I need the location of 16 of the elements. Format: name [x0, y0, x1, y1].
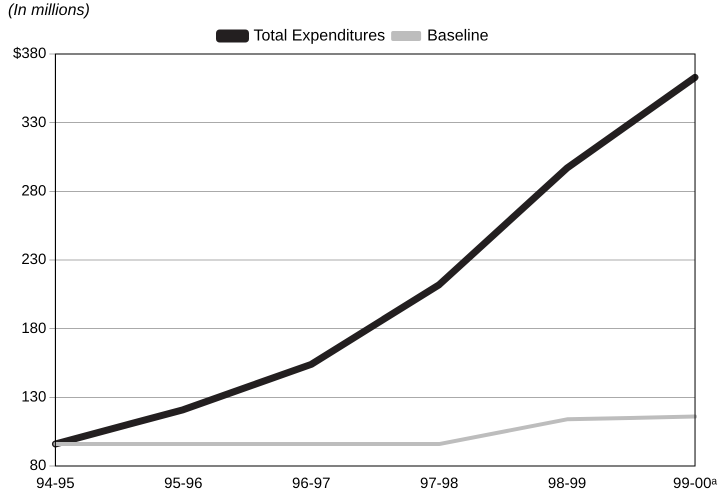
- y-tick-label: 180: [21, 320, 46, 337]
- x-tick-label: 94-95: [36, 475, 75, 492]
- y-tick-label: 330: [21, 114, 46, 131]
- x-tick-label: 98-99: [548, 475, 586, 492]
- chart-subtitle: (In millions): [8, 2, 90, 20]
- y-tick-label: 80: [30, 457, 46, 474]
- x-tick-label: 97-98: [420, 475, 458, 492]
- y-tick-label: 280: [21, 182, 46, 200]
- x-tick-label: 95-96: [164, 475, 202, 492]
- y-tick-label: $380: [12, 45, 46, 62]
- legend-label: Total Expenditures: [253, 27, 386, 44]
- x-tick-label: 96-97: [292, 475, 330, 492]
- y-tick-label: 130: [21, 388, 46, 406]
- legend-label: Baseline: [427, 27, 489, 44]
- y-tick-label: 230: [21, 251, 46, 268]
- x-tick-label: 99-00ᵃ: [673, 475, 718, 492]
